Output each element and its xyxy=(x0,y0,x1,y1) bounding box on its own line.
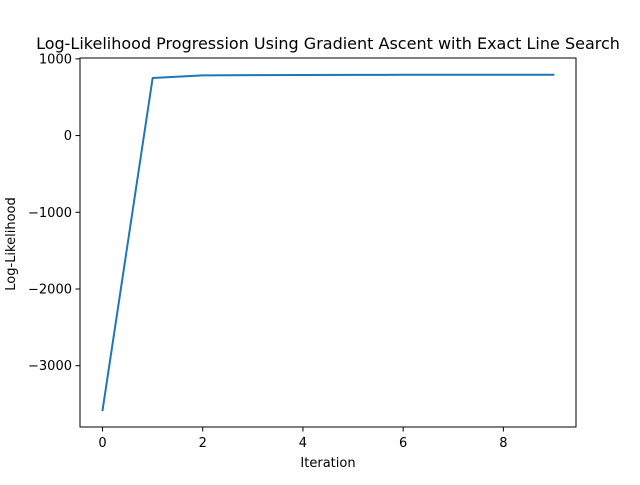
axis-ticks: 0 2 4 6 8 1000 0 −1000 −2000 −3000 xyxy=(28,52,507,451)
x-axis-label: Iteration xyxy=(300,456,355,471)
x-tick-label: 6 xyxy=(399,436,407,451)
y-tick-label: −1000 xyxy=(28,206,72,221)
x-tick-label: 4 xyxy=(299,436,307,451)
y-tick-label: 1000 xyxy=(39,52,72,67)
series-line-0 xyxy=(101,73,555,412)
y-tick-label: 0 xyxy=(64,129,72,144)
x-tick-label: 8 xyxy=(499,436,507,451)
plot-frame xyxy=(79,57,577,428)
x-tick-label: 0 xyxy=(98,436,106,451)
y-tick-label: −2000 xyxy=(28,282,72,297)
x-tick-label: 2 xyxy=(199,436,207,451)
chart-title: Log-Likelihood Progression Using Gradien… xyxy=(36,34,620,53)
y-tick-label: −3000 xyxy=(28,359,72,374)
y-axis-label: Log-Likelihood xyxy=(4,197,19,290)
plot-area xyxy=(79,57,577,428)
